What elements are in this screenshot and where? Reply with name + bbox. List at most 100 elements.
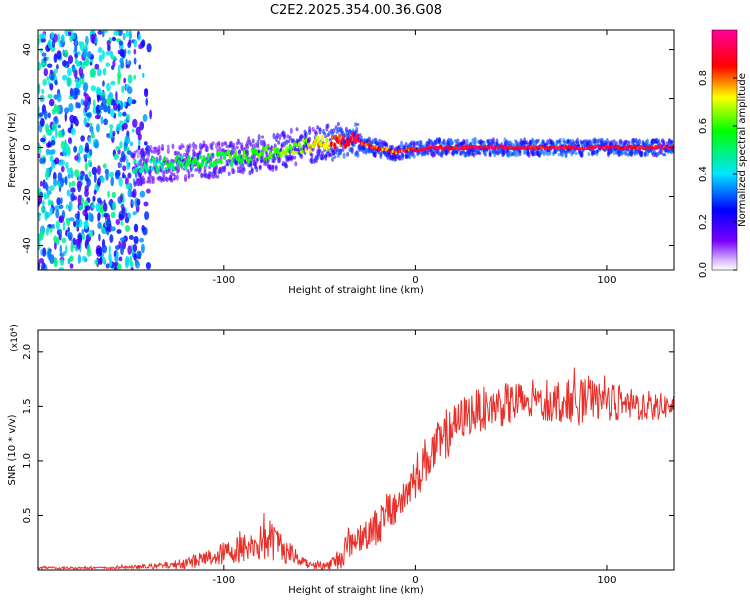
ridge-halo (533, 152, 537, 157)
ridge-halo (134, 181, 138, 185)
ridge-halo (355, 126, 359, 134)
ridge-halo (240, 142, 244, 150)
ridge-halo (174, 150, 178, 156)
ridge-halo (150, 149, 154, 154)
noise-cell (146, 188, 151, 194)
ridge-halo (271, 164, 275, 170)
spectrogram-panel: -100 0 100 -40 -20 0 20 40 Height of straight … (7, 29, 675, 296)
noise-cell (42, 247, 47, 257)
ridge-halo (542, 149, 546, 156)
noise-cell (93, 141, 99, 149)
ridge-cell (329, 141, 334, 147)
noise-cell (72, 33, 76, 39)
ridge-halo (546, 151, 550, 157)
noise-cell (121, 85, 125, 93)
noise-cell (49, 227, 53, 233)
ridge-halo (269, 167, 273, 172)
noise-cell (51, 39, 56, 48)
ridge-cell (333, 143, 337, 150)
noise-cell (39, 157, 44, 164)
noise-cell (49, 155, 54, 163)
ridge-cell (337, 133, 342, 141)
noise-cell (38, 61, 42, 71)
noise-cell (135, 126, 141, 136)
ridge-cell (234, 150, 238, 156)
noise-cell (94, 114, 100, 120)
noise-cell (61, 74, 68, 81)
ridge-halo (188, 143, 192, 149)
noise-cell (74, 155, 79, 161)
noise-cell (69, 263, 74, 269)
ridge-halo (274, 165, 278, 169)
noise-cell (101, 49, 105, 60)
ridge-halo (215, 142, 218, 149)
ridge-cell (297, 142, 301, 147)
ridge-halo (231, 149, 235, 155)
ridge-halo (198, 149, 202, 155)
noise-cell (43, 68, 48, 77)
ridge-halo (367, 136, 371, 142)
noise-cell (108, 252, 112, 262)
noise-cell (77, 254, 82, 264)
noise-cell (74, 87, 80, 96)
ridge-halo (187, 175, 191, 179)
ridge-halo (632, 138, 636, 144)
ridge-halo (495, 138, 499, 145)
noise-cell (67, 173, 72, 179)
ridge-cell (187, 155, 191, 160)
ridge-halo (147, 153, 151, 157)
noise-cell (47, 39, 52, 49)
noise-cell (85, 142, 89, 151)
noise-cell (41, 88, 45, 95)
ridge-halo (286, 134, 290, 139)
noise-cell (66, 67, 72, 77)
noise-cell (65, 204, 69, 210)
ridge-halo (149, 175, 153, 180)
ridge-halo (631, 148, 635, 155)
noise-cell (117, 103, 121, 112)
noise-cell (39, 230, 44, 241)
ridge-cell (216, 150, 220, 158)
noise-cell (56, 197, 61, 206)
ridge-halo (300, 153, 304, 160)
noise-cell (53, 179, 58, 187)
colorbar-tick-label: 0.2 (698, 214, 709, 230)
ridge-halo (597, 138, 601, 144)
noise-cell (93, 173, 97, 184)
ridge-halo (308, 136, 312, 142)
noise-cell (88, 171, 92, 178)
ridge-halo (278, 133, 282, 141)
ridge-halo (174, 166, 178, 170)
spectrogram-ytick-label: -20 (22, 188, 33, 204)
ridge-halo (288, 135, 292, 141)
noise-cell (57, 124, 61, 129)
ridge-halo (170, 177, 174, 183)
noise-cell (140, 243, 145, 254)
ridge-halo (242, 167, 246, 172)
ridge-halo (218, 146, 222, 152)
ridge-cell (260, 151, 265, 156)
ridge-halo (336, 122, 340, 127)
noise-cell (64, 244, 68, 255)
ridge-halo (442, 138, 446, 143)
noise-cell (40, 37, 47, 43)
noise-cell (67, 77, 72, 86)
noise-cell (49, 69, 54, 75)
ridge-halo (177, 165, 181, 173)
ridge-halo (343, 132, 347, 138)
noise-cell (56, 92, 62, 103)
ridge-halo (332, 149, 336, 156)
ridge-halo (161, 147, 164, 151)
noise-cell (78, 144, 84, 154)
ridge-halo (166, 144, 170, 149)
ridge-halo (138, 172, 141, 179)
noise-cell (46, 190, 52, 195)
ridge-halo (276, 132, 279, 139)
ridge-halo (281, 160, 285, 167)
ridge-halo (226, 162, 230, 167)
ridge-cell (294, 151, 298, 155)
noise-cell (51, 223, 55, 229)
ridge-halo (236, 166, 240, 170)
noise-cell (103, 118, 108, 126)
